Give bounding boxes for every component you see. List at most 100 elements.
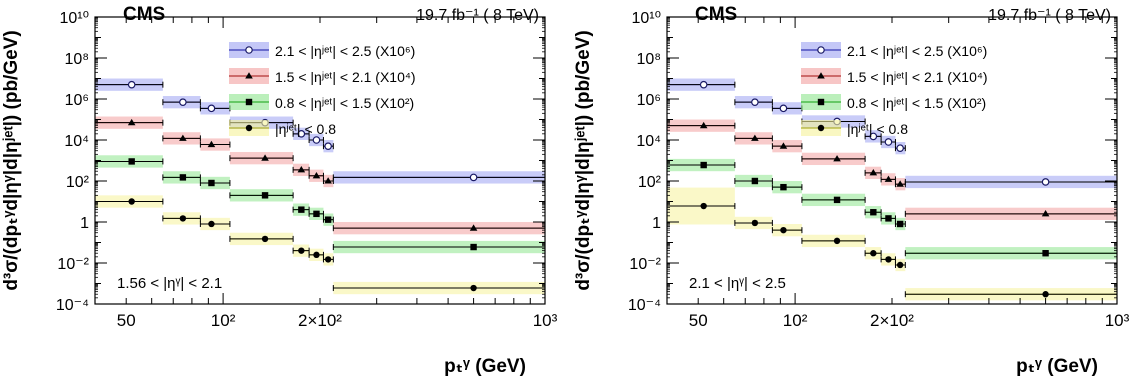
data-point [313,210,320,218]
data-point [699,121,708,129]
legend-label: 1.5 < |ηʲᵉᵗ| < 2.1 (X10⁴) [847,69,988,85]
data-point [207,140,216,148]
x-axis-title: pₜᵞ (GeV) [444,356,526,377]
data-point [207,104,216,113]
data-point [833,155,841,162]
data-point [1041,210,1050,217]
data-point [1042,291,1049,298]
data-point [833,196,841,204]
data-point [324,216,332,223]
legend-marker [245,72,253,79]
data-point [297,166,306,173]
y-tick-label: 10⁴ [636,133,661,150]
legend-marker [817,124,825,132]
data-point [779,104,788,113]
data-point [313,251,320,259]
y-tick-label: 10⁸ [64,51,89,68]
y-tick-label: 10¹⁰ [631,10,661,27]
data-point [127,118,136,126]
data-point [297,130,306,138]
data-point [179,215,187,222]
data-point [261,192,269,199]
data-point [470,243,477,251]
legend-label: |ηʲᵉᵗ| < 0.8 [847,121,908,137]
data-point [885,256,892,263]
data-point [179,98,187,106]
data-point [780,226,787,234]
data-point [128,198,135,205]
x-tick-label: 50 [117,311,136,330]
data-point [179,134,187,141]
data-point [751,219,759,227]
data-point [1042,250,1049,257]
legend-label: 1.5 < |ηʲᵉᵗ| < 2.1 (X10⁴) [275,69,416,85]
lumi-label: 19.7 fb⁻¹ ( 8 TeV) [988,7,1111,24]
data-point [261,235,269,243]
y-tick-label: 10⁻² [629,256,661,273]
data-point [469,224,478,231]
data-point [1041,178,1050,186]
legend-marker [817,72,825,79]
eta-gamma-label: 2.1 < |ηᵞ| < 2.5 [689,275,786,292]
legend-marker [817,98,825,106]
data-point [700,161,707,169]
x-tick-label: 10² [211,311,236,330]
data-point [896,261,904,269]
data-point [208,220,215,228]
data-point [833,237,841,245]
chart-panel-2: 50 10² 2×10² 10³ 10⁻⁴ 10⁻² 1 10² 10⁴ 10⁶ 10⁸ 10¹⁰ pₜ… [573,4,1130,377]
x-axis-title: pₜᵞ (GeV) [1016,356,1098,377]
x-tick-label: 10³ [1105,311,1130,330]
data-point [869,132,878,141]
data-point [896,144,904,152]
y-tick-label: 10⁴ [64,133,89,150]
data-point [780,183,787,191]
legend-label: 2.1 < |ηʲᵉᵗ| < 2.5 (X10⁶) [275,43,415,59]
x-tick-label: 50 [689,311,708,330]
legend-marker [245,124,253,132]
y-tick-label: 10⁶ [65,92,89,109]
data-point [751,98,759,106]
data-point [312,171,321,179]
y-tick-label: 10⁶ [637,92,661,109]
data-point [751,177,759,185]
chart-panel-1: 50 10² 2×10² 10³ 10⁻⁴ 10⁻² 1 10² 10⁴ 10⁶ 10⁸ 10¹⁰ pₜ… [1,4,558,377]
data-point [208,179,215,187]
data-point [127,80,136,89]
data-point [469,173,478,182]
y-tick-label: 1 [80,215,89,232]
data-point [885,215,892,222]
legend-label: 0.8 < |ηʲᵉᵗ| < 1.5 (X10²) [847,95,986,111]
data-point [324,256,332,263]
x-tick-label: 2×10² [870,311,914,330]
data-point [324,177,332,184]
legend-marker [245,46,253,54]
eta-gamma-label: 1.56 < |ηᵞ| < 2.1 [117,275,222,292]
x-tick-label: 10² [783,311,808,330]
data-point [179,174,187,181]
legend-label: |ηʲᵉᵗ| < 0.8 [275,121,336,137]
x-tick-label: 10³ [533,311,558,330]
y-axis-title: d³σ/(dpₜᵞd|ηᵞ|d|ηʲᵉᵗ|) (pb/GeV) [1,30,22,290]
data-point [884,175,893,182]
data-point [869,169,878,176]
data-point [470,284,477,292]
data-point [870,250,877,257]
legend-label: 0.8 < |ηʲᵉᵗ| < 1.5 (X10²) [275,95,414,111]
y-axis-title: d³σ/(dpₜᵞd|ηᵞ|d|ηʲᵉᵗ|) (pb/GeV) [573,30,594,290]
y-tick-label: 10⁻⁴ [56,297,89,314]
data-point [128,158,135,165]
y-tick-label: 10² [638,174,662,191]
y-tick-label: 10⁻² [57,256,89,273]
y-tick-label: 10⁸ [636,51,661,68]
data-point [261,154,269,161]
x-tick-label: 2×10² [298,311,342,330]
data-point [884,138,893,146]
experiment-label: CMS [123,4,165,25]
legend-marker [817,46,825,54]
y-tick-label: 10⁻⁴ [628,297,661,314]
data-point [298,247,305,254]
experiment-label: CMS [695,4,737,25]
data-point [896,180,904,187]
legend-marker [245,98,253,106]
